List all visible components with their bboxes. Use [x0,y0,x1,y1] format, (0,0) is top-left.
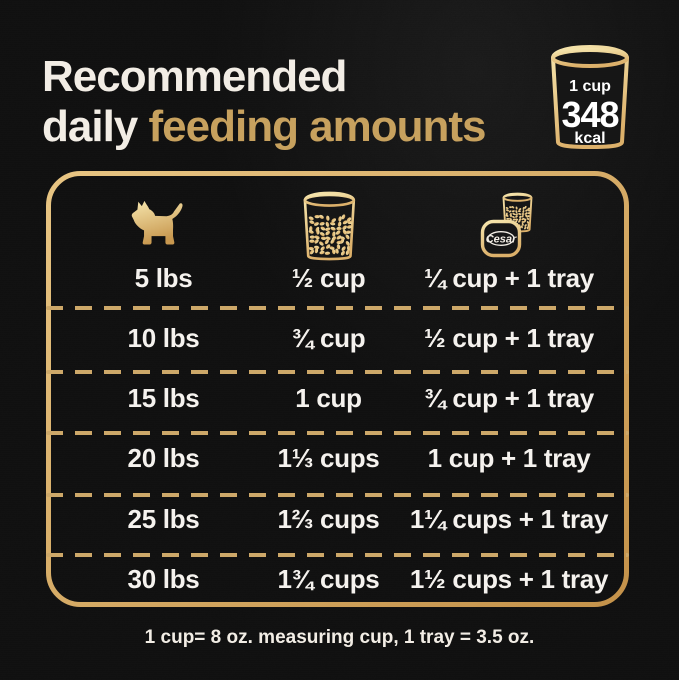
svg-text:Cesar: Cesar [486,234,517,246]
